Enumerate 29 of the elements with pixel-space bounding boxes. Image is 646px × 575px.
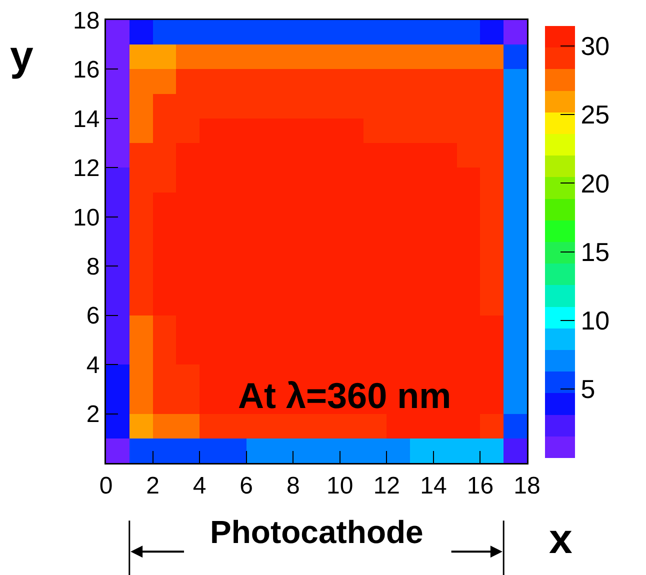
x-tick-label: 6	[240, 472, 254, 500]
color-bar-label: 15	[580, 236, 610, 267]
y-tick-label: 2	[86, 401, 100, 428]
x-tick-label: 18	[514, 472, 540, 500]
annotation: At λ=360 nm	[238, 375, 452, 416]
x-tick-label: 14	[420, 472, 447, 500]
x-tick-label: 0	[99, 472, 113, 500]
color-bar-label: 5	[580, 374, 596, 404]
y-tick-label: 8	[86, 254, 100, 281]
y-tick-label: 10	[72, 204, 100, 232]
y-tick-label: 6	[86, 302, 100, 330]
x-tick-label: 16	[466, 472, 494, 500]
y-tick-label: 4	[86, 352, 100, 379]
text: Photocathode	[210, 514, 424, 550]
x-tick-label: 8	[286, 472, 300, 500]
x-axis-title: x	[549, 515, 573, 562]
color-bar-label: 10	[580, 305, 610, 336]
x-tick-label: 4	[192, 472, 206, 500]
color-bar-label: 25	[580, 100, 610, 130]
x-tick-label: 2	[146, 472, 160, 500]
y-tick-label: 14	[72, 106, 100, 133]
y-tick-label: 16	[72, 56, 100, 84]
x-tick-label: 12	[373, 472, 400, 500]
y-tick-label: 18	[72, 7, 100, 34]
x-tick-label: 10	[326, 472, 354, 500]
color-bar-label: 20	[580, 168, 610, 198]
y-tick-label: 12	[72, 155, 100, 182]
color-bar-label: 30	[580, 31, 610, 62]
y-axis-title: y	[10, 32, 34, 79]
